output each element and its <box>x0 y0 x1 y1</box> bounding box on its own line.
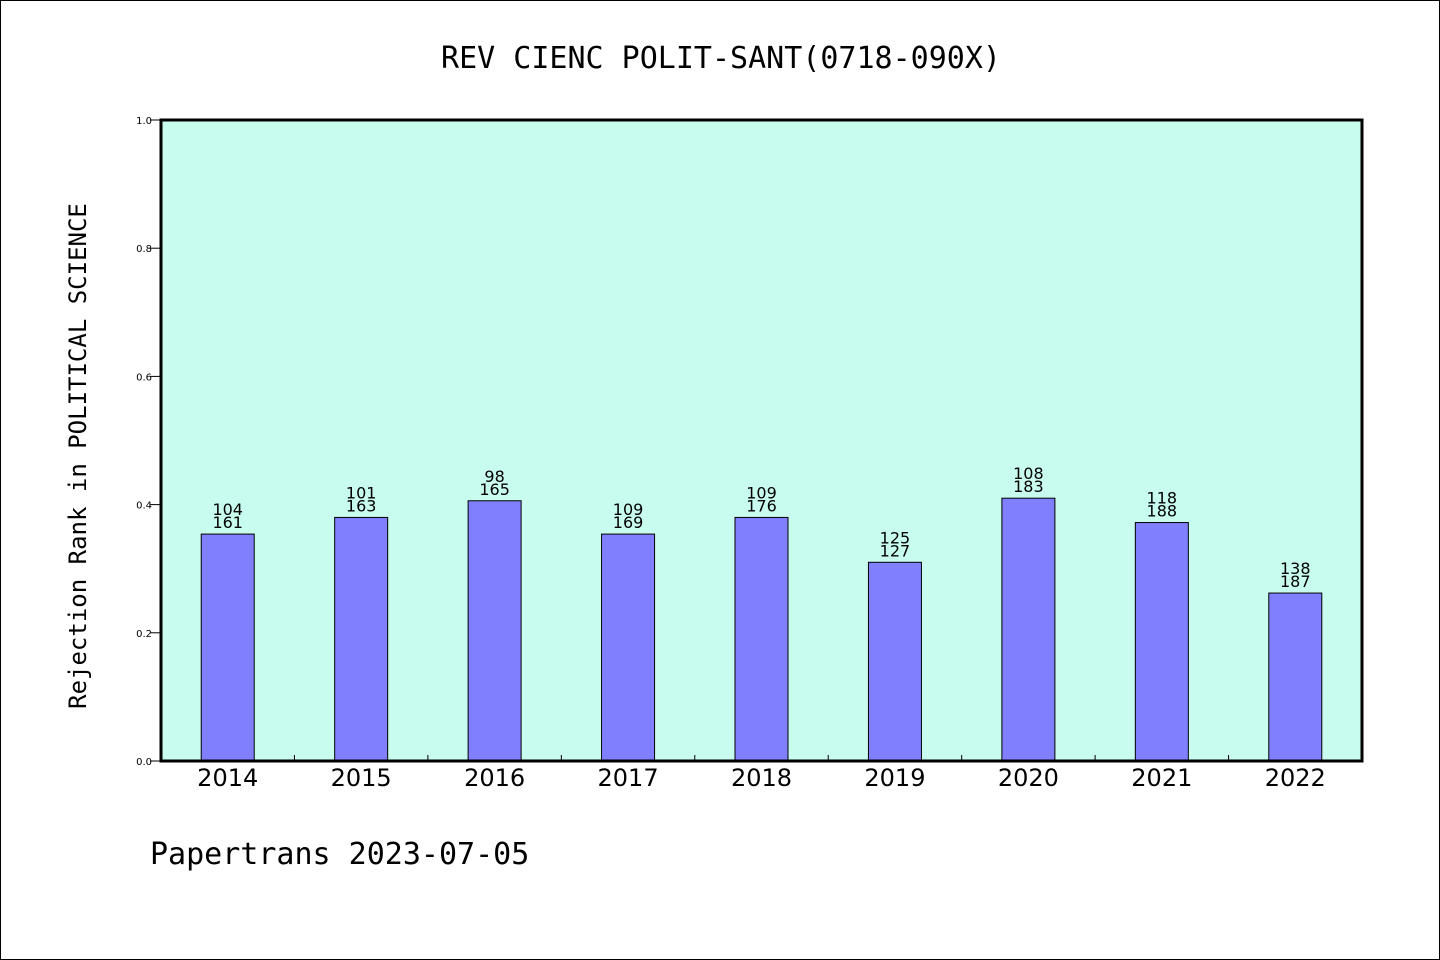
data-label-bottom: 161 <box>212 513 243 532</box>
data-label-top: 101 <box>346 483 377 502</box>
x-tick-label: 2019 <box>864 764 925 792</box>
data-label-bottom: 127 <box>880 541 911 560</box>
x-tick-label: 2014 <box>197 764 258 792</box>
data-label-bottom: 163 <box>346 496 377 515</box>
data-label-top: 138 <box>1280 559 1311 578</box>
data-label-bottom: 176 <box>746 496 777 515</box>
y-tick-label: 0.4 <box>136 501 152 512</box>
x-tick-label: 2015 <box>331 764 392 792</box>
data-label-top: 109 <box>746 483 777 502</box>
x-tick-label: 2016 <box>464 764 525 792</box>
data-label-top: 125 <box>880 528 911 547</box>
x-tick-label: 2020 <box>998 764 1059 792</box>
bar <box>601 533 656 762</box>
bar <box>1001 497 1056 762</box>
x-tick-label: 2021 <box>1131 764 1192 792</box>
data-label-top: 118 <box>1147 489 1178 508</box>
bar <box>200 533 255 762</box>
footer-text: Papertrans 2023-07-05 <box>150 837 529 872</box>
y-tick-label: 0.0 <box>136 757 152 768</box>
data-label-bottom: 188 <box>1147 502 1178 521</box>
data-label-bottom: 183 <box>1013 477 1044 496</box>
bar <box>334 516 389 762</box>
y-tick-label: 0.2 <box>136 629 152 640</box>
bar <box>467 500 522 762</box>
data-label-top: 104 <box>212 500 243 519</box>
y-tick-label: 0.8 <box>136 244 152 255</box>
y-tick-label: 1.0 <box>136 116 152 127</box>
data-label-top: 98 <box>484 467 504 486</box>
bar <box>1134 522 1189 762</box>
x-tick-label: 2018 <box>731 764 792 792</box>
data-label-bottom: 169 <box>613 513 644 532</box>
x-tick-label: 2017 <box>598 764 659 792</box>
data-label-top: 108 <box>1013 464 1044 483</box>
x-tick-label: 2022 <box>1265 764 1326 792</box>
y-axis-label: Rejection Rank in POLITICAL SCIENCE <box>64 203 92 709</box>
data-label-top: 109 <box>613 500 644 519</box>
data-label-bottom: 187 <box>1280 572 1311 591</box>
data-label-bottom: 165 <box>479 480 510 499</box>
bar <box>734 516 789 762</box>
bar <box>1268 592 1323 762</box>
bar <box>867 561 922 762</box>
plot-border <box>159 118 1364 763</box>
chart-title: REV CIENC POLIT-SANT(0718-090X) <box>441 41 1001 76</box>
y-tick-label: 0.6 <box>136 372 152 383</box>
